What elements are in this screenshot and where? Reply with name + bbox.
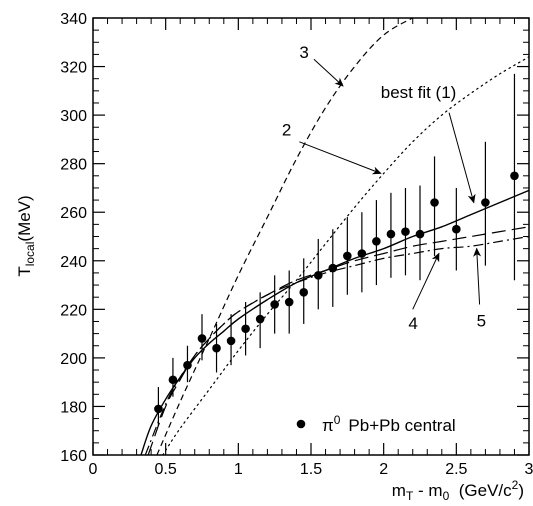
x-tick-label: 1.5: [300, 461, 322, 478]
label-3: 3: [299, 43, 308, 62]
x-axis-unit-superscript: 2: [512, 478, 519, 492]
x-axis-subscript-0: 0: [443, 489, 450, 503]
curve-2: [162, 56, 529, 455]
data-point: [401, 227, 410, 236]
data-point: [183, 360, 192, 370]
label-5-arrow: [473, 247, 482, 305]
y-tick-label: 220: [60, 302, 87, 319]
x-axis-unit: (GeV/c: [449, 481, 512, 500]
y-tick-label: 200: [60, 351, 87, 368]
x-tick-label: 0.5: [155, 461, 177, 478]
label-4-arrow: [412, 252, 440, 310]
data-point: [313, 271, 323, 280]
y-tick-label: 280: [60, 157, 87, 174]
data-point: [357, 249, 367, 258]
y-tick-label: 340: [60, 11, 87, 28]
data-point: [241, 324, 250, 334]
curve-5: [144, 235, 529, 455]
label-5: 5: [477, 311, 486, 330]
y-tick-label: 260: [60, 205, 87, 222]
legend-superscript: 0: [334, 413, 341, 427]
data-point: [299, 288, 309, 297]
data-point: [154, 404, 163, 414]
x-axis-title: mT - m0 (GeV/c2): [392, 478, 524, 503]
data-point: [343, 251, 352, 261]
y-axis-unit: (MeV): [15, 195, 34, 241]
data-point: [430, 198, 439, 207]
label-best-fit-arrow: [448, 112, 476, 204]
x-tick-label: 2.5: [445, 461, 467, 478]
data-point: [481, 198, 490, 207]
data-point: [372, 237, 381, 246]
y-axis-title: Tlocal(MeV): [15, 195, 37, 276]
legend-marker: [296, 419, 306, 429]
y-tick-label: 160: [60, 448, 87, 465]
y-tick-label: 180: [60, 399, 87, 416]
data-point: [415, 229, 425, 239]
label-best-fit: best fit (1): [381, 83, 457, 102]
data-point: [270, 300, 279, 309]
y-axis-subscript: local: [23, 242, 37, 267]
data-point: [510, 171, 519, 181]
data-point: [212, 343, 221, 353]
data-point: [197, 334, 207, 343]
label-4: 4: [408, 314, 417, 333]
plot-frame: [92, 17, 530, 456]
x-axis-symbol: m: [392, 481, 406, 500]
data-point: [452, 224, 461, 234]
x-tick-label: 0: [89, 461, 98, 478]
y-axis-symbol: T: [15, 266, 34, 276]
legend-symbol: π: [322, 416, 334, 435]
x-axis-subscript-t: T: [406, 489, 414, 503]
legend: π0 Pb+Pb central: [296, 413, 456, 435]
y-tick-label: 300: [60, 108, 87, 125]
data-point: [328, 263, 338, 273]
data-point: [255, 314, 265, 324]
x-tick-label: 3: [525, 461, 533, 478]
data-point: [386, 229, 396, 239]
label-2: 2: [282, 121, 291, 140]
y-tick-label: 320: [60, 60, 87, 77]
data-point: [168, 375, 178, 385]
data-point: [284, 297, 294, 307]
x-axis-unit-close: ): [518, 481, 524, 500]
x-tick-label: 1: [234, 461, 243, 478]
curve-3: [156, 18, 415, 455]
legend-text-rest: Pb+Pb central: [348, 416, 455, 435]
y-tick-label: 240: [60, 254, 87, 271]
legend-label: π0 Pb+Pb central: [322, 413, 456, 435]
x-tick-label: 2: [379, 461, 388, 478]
label-3-arrow: [313, 58, 344, 87]
data-point: [226, 336, 236, 346]
label-2-arrow: [299, 141, 382, 175]
x-axis-minus-m: - m: [413, 481, 442, 500]
